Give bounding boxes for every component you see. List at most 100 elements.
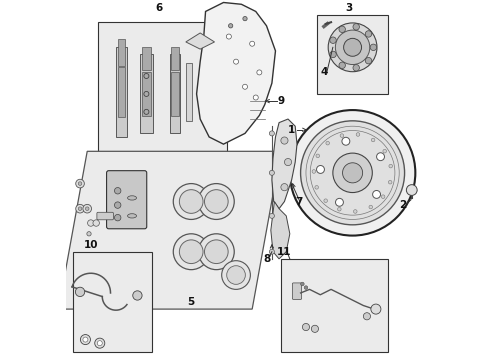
Circle shape <box>115 215 121 221</box>
Circle shape <box>317 166 324 174</box>
Circle shape <box>270 170 274 175</box>
Circle shape <box>370 44 377 50</box>
Circle shape <box>339 62 345 68</box>
Bar <box>118 67 125 117</box>
Circle shape <box>353 210 357 213</box>
Polygon shape <box>186 33 215 49</box>
Circle shape <box>281 184 288 191</box>
Bar <box>172 72 179 116</box>
Circle shape <box>115 202 121 208</box>
Circle shape <box>83 204 92 213</box>
Text: 7: 7 <box>295 197 302 207</box>
Circle shape <box>365 58 372 64</box>
Circle shape <box>371 304 381 314</box>
Circle shape <box>311 325 318 332</box>
Circle shape <box>285 158 292 166</box>
Circle shape <box>198 184 234 220</box>
Circle shape <box>270 213 274 219</box>
Bar <box>317 15 389 94</box>
Circle shape <box>93 220 99 226</box>
Circle shape <box>304 286 308 289</box>
Circle shape <box>270 131 274 136</box>
Circle shape <box>343 163 363 183</box>
Circle shape <box>257 70 262 75</box>
Circle shape <box>336 198 343 206</box>
Bar <box>73 252 152 352</box>
Circle shape <box>324 199 327 202</box>
Circle shape <box>221 261 250 289</box>
Circle shape <box>226 34 231 39</box>
Circle shape <box>234 59 239 64</box>
Circle shape <box>76 204 84 213</box>
Circle shape <box>312 170 316 173</box>
Text: 3: 3 <box>345 3 353 13</box>
Circle shape <box>80 334 91 345</box>
Circle shape <box>372 190 381 198</box>
Circle shape <box>204 240 228 264</box>
Circle shape <box>290 110 416 235</box>
Circle shape <box>353 64 360 71</box>
Circle shape <box>78 207 82 211</box>
Circle shape <box>281 137 288 144</box>
Polygon shape <box>196 3 275 144</box>
Bar <box>142 72 151 116</box>
Text: 2: 2 <box>399 200 406 210</box>
Circle shape <box>228 24 233 28</box>
Bar <box>118 39 125 66</box>
Circle shape <box>340 134 343 138</box>
Text: 11: 11 <box>277 247 292 257</box>
Circle shape <box>243 84 247 89</box>
Circle shape <box>78 182 82 185</box>
Circle shape <box>88 220 94 226</box>
Ellipse shape <box>127 214 137 218</box>
Circle shape <box>227 266 245 284</box>
Bar <box>140 54 153 134</box>
Polygon shape <box>58 151 281 309</box>
Circle shape <box>365 31 372 37</box>
Circle shape <box>339 26 345 32</box>
Text: 1: 1 <box>288 125 295 135</box>
Circle shape <box>342 137 350 145</box>
Circle shape <box>328 23 377 72</box>
Bar <box>281 259 389 352</box>
Circle shape <box>371 138 375 142</box>
Circle shape <box>326 141 329 145</box>
Circle shape <box>316 154 319 158</box>
Text: 4: 4 <box>320 67 328 77</box>
Polygon shape <box>272 119 297 209</box>
Circle shape <box>300 121 405 225</box>
Circle shape <box>76 179 84 188</box>
Circle shape <box>389 164 392 168</box>
Circle shape <box>406 185 417 195</box>
Circle shape <box>173 184 209 220</box>
Circle shape <box>330 51 336 58</box>
Circle shape <box>300 282 304 286</box>
Bar <box>186 63 192 121</box>
Circle shape <box>253 95 258 100</box>
Circle shape <box>179 190 203 213</box>
Circle shape <box>377 153 385 161</box>
Circle shape <box>198 234 234 270</box>
Ellipse shape <box>127 196 137 200</box>
Circle shape <box>115 188 121 194</box>
Polygon shape <box>271 202 290 259</box>
Circle shape <box>343 39 362 56</box>
Circle shape <box>338 207 341 211</box>
Bar <box>116 47 126 137</box>
Circle shape <box>330 37 336 44</box>
Text: 6: 6 <box>155 3 163 13</box>
Circle shape <box>302 323 310 330</box>
Circle shape <box>353 24 360 30</box>
Circle shape <box>381 195 385 198</box>
Circle shape <box>383 149 387 153</box>
Text: 9: 9 <box>277 96 284 106</box>
Text: 5: 5 <box>188 297 195 307</box>
Circle shape <box>85 207 89 211</box>
Bar <box>170 54 180 134</box>
Circle shape <box>179 240 203 264</box>
Circle shape <box>333 153 372 193</box>
Circle shape <box>369 205 372 209</box>
Circle shape <box>270 249 274 254</box>
Circle shape <box>204 190 228 213</box>
Circle shape <box>83 337 88 342</box>
